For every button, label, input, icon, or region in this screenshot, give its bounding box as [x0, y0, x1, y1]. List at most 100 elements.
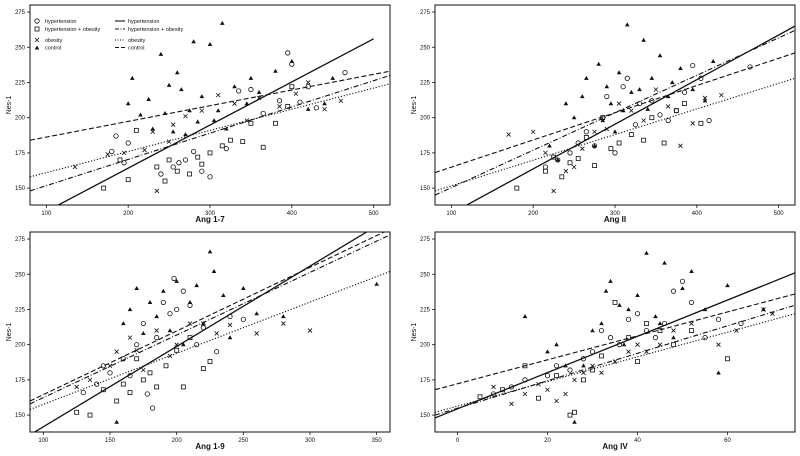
- y-tick-label: 250: [420, 45, 431, 51]
- y-tick-label: 175: [15, 378, 26, 384]
- data-point-x: [554, 398, 559, 404]
- x-tick-label: 150: [105, 438, 116, 444]
- data-point-x: [665, 104, 671, 109]
- data-point-square: [581, 377, 586, 383]
- data-point-square: [273, 120, 278, 126]
- data-point-square: [641, 137, 647, 143]
- y-axis: 150 175 200 225 250 275: [420, 10, 435, 192]
- x-tick-label: 40: [634, 438, 641, 444]
- data-point-x: [154, 188, 160, 194]
- panel-ang-ii: 150 175 200 225 250 275 100 200 300 400 500 Nes-1…: [411, 4, 796, 224]
- data-point-square: [140, 377, 146, 383]
- data-point-x: [543, 150, 548, 156]
- data-point-square: [657, 328, 663, 333]
- data-point-circle: [616, 342, 623, 348]
- data-point-x: [690, 121, 696, 126]
- data-point-triangle: [181, 342, 186, 347]
- data-point-square: [163, 363, 169, 369]
- data-point-circle: [94, 381, 100, 387]
- data-point-square: [87, 412, 93, 418]
- data-point-x: [590, 363, 595, 369]
- data-point-triangle: [689, 269, 694, 274]
- fit-line-dotted: [435, 77, 795, 192]
- y-tick-label: 225: [15, 307, 26, 313]
- data-point-circle: [649, 98, 655, 104]
- data-point-x: [227, 322, 233, 328]
- data-point-circle: [522, 377, 528, 383]
- data-point-x: [305, 80, 311, 85]
- data-point-circle: [553, 363, 560, 369]
- data-point-circle: [580, 356, 587, 362]
- data-point-circle: [583, 129, 589, 135]
- data-point-triangle: [547, 143, 552, 148]
- data-point-triangle: [617, 302, 622, 307]
- fit-lines: [435, 25, 795, 205]
- legend-line-label-obesity: obesity: [128, 38, 146, 44]
- data-point-circle: [227, 313, 233, 320]
- data-point-circle: [508, 384, 515, 390]
- data-point-triangle: [572, 419, 577, 424]
- legend-lines: hypertension hypertension + obesity obes…: [115, 19, 183, 52]
- panel-frame: [434, 4, 796, 206]
- data-point-square: [500, 387, 505, 393]
- data-point-triangle: [671, 335, 676, 340]
- data-point-triangle: [191, 39, 196, 44]
- x-tick-label: 20: [544, 438, 551, 444]
- legend: hypertension hypertension + obesity obes…: [34, 18, 183, 52]
- legend-line-label-hypertension-obesity: hypertension + obesity: [128, 27, 183, 33]
- data-point-x: [592, 129, 597, 135]
- fit-line-dash-dot: [30, 234, 390, 405]
- data-point-square: [689, 328, 694, 333]
- data-point-circle: [661, 320, 668, 327]
- data-point-triangle: [678, 65, 683, 70]
- fit-line-dotted: [30, 270, 390, 410]
- fit-lines: [30, 38, 390, 205]
- data-point-circle: [121, 160, 127, 166]
- y-axis-label: Nes-1: [411, 323, 418, 342]
- data-point-circle: [634, 311, 641, 317]
- data-point-x: [214, 331, 219, 336]
- legend-label-control: control: [45, 46, 62, 52]
- data-point-triangle: [563, 363, 568, 368]
- data-point-circle: [342, 70, 348, 76]
- data-point-circle: [285, 50, 291, 56]
- data-point-triangle: [710, 58, 716, 63]
- data-point-triangle: [662, 260, 667, 265]
- data-point-circle: [194, 342, 200, 348]
- data-point-circle: [107, 370, 113, 376]
- data-point-circle: [652, 335, 659, 341]
- data-point-triangle: [612, 129, 618, 134]
- data-points: [506, 22, 753, 194]
- data-points: [477, 250, 775, 424]
- data-points: [72, 20, 348, 194]
- data-point-triangle: [199, 94, 205, 99]
- data-point-triangle: [167, 328, 173, 333]
- data-point-x: [599, 370, 604, 376]
- data-point-triangle: [592, 143, 597, 148]
- data-point-square: [187, 171, 192, 177]
- legend-line-control: control: [115, 46, 145, 52]
- data-point-square: [289, 84, 295, 90]
- data-point-triangle: [596, 61, 601, 66]
- x-axis: 0 20 40 60: [456, 432, 731, 444]
- data-point-x: [635, 342, 640, 347]
- x-axis-label: Ang 1-9: [195, 442, 225, 451]
- fit-line-dashed: [435, 293, 795, 391]
- data-point-x: [641, 118, 646, 123]
- data-point-square: [514, 185, 520, 191]
- data-point-x: [491, 384, 496, 390]
- data-point-x: [244, 118, 250, 123]
- data-point-square: [134, 356, 140, 362]
- data-point-x: [536, 381, 541, 387]
- y-tick-label: 175: [420, 378, 431, 384]
- data-point-circle: [747, 64, 753, 70]
- data-point-circle: [113, 133, 119, 139]
- data-point-square: [154, 164, 160, 170]
- data-point-x: [338, 98, 344, 104]
- data-point-square: [195, 154, 201, 160]
- data-point-square: [536, 395, 541, 401]
- data-point-circle: [673, 108, 679, 114]
- data-point-square: [147, 370, 153, 376]
- data-point-circle: [171, 275, 177, 282]
- data-point-square: [608, 146, 614, 152]
